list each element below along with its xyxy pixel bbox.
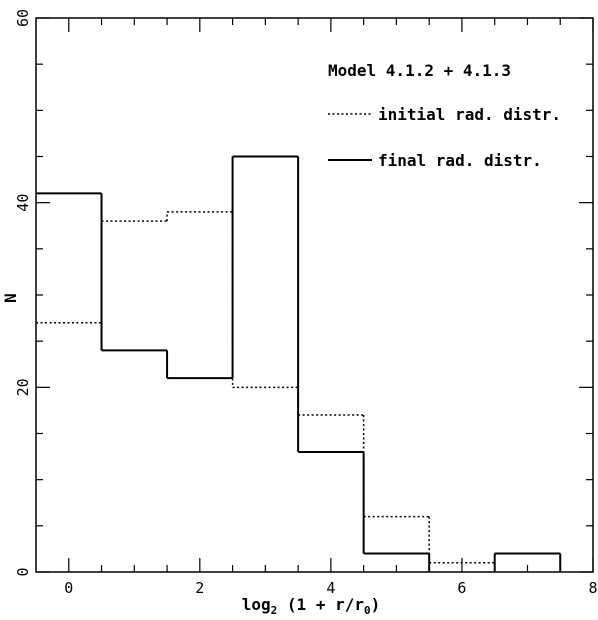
y-tick-label: 60 — [14, 9, 32, 27]
tick-labels: 0 2 4 6 8 0 20 40 60 — [14, 9, 598, 597]
axis-ticks — [36, 17, 594, 573]
x-tick-label: 0 — [64, 579, 73, 597]
legend-title: Model 4.1.2 + 4.1.3 — [328, 61, 511, 80]
y-tick-label: 40 — [14, 194, 32, 212]
legend: Model 4.1.2 + 4.1.3 initial rad. distr. … — [328, 61, 561, 170]
plot-frame — [35, 17, 594, 573]
x-tick-label: 2 — [195, 579, 204, 597]
y-axis-label: N — [1, 293, 20, 303]
legend-label-final: final rad. distr. — [378, 151, 542, 170]
legend-label-initial: initial rad. distr. — [378, 105, 561, 124]
histogram-series — [36, 155, 562, 572]
y-tick-label: 0 — [14, 567, 32, 576]
x-tick-label: 8 — [588, 579, 597, 597]
series-final — [36, 155, 562, 572]
y-tick-label: 20 — [14, 378, 32, 396]
x-tick-label: 4 — [326, 579, 335, 597]
x-tick-label: 6 — [457, 579, 466, 597]
x-axis-label: log2 (1 + r/r0) — [242, 595, 381, 617]
